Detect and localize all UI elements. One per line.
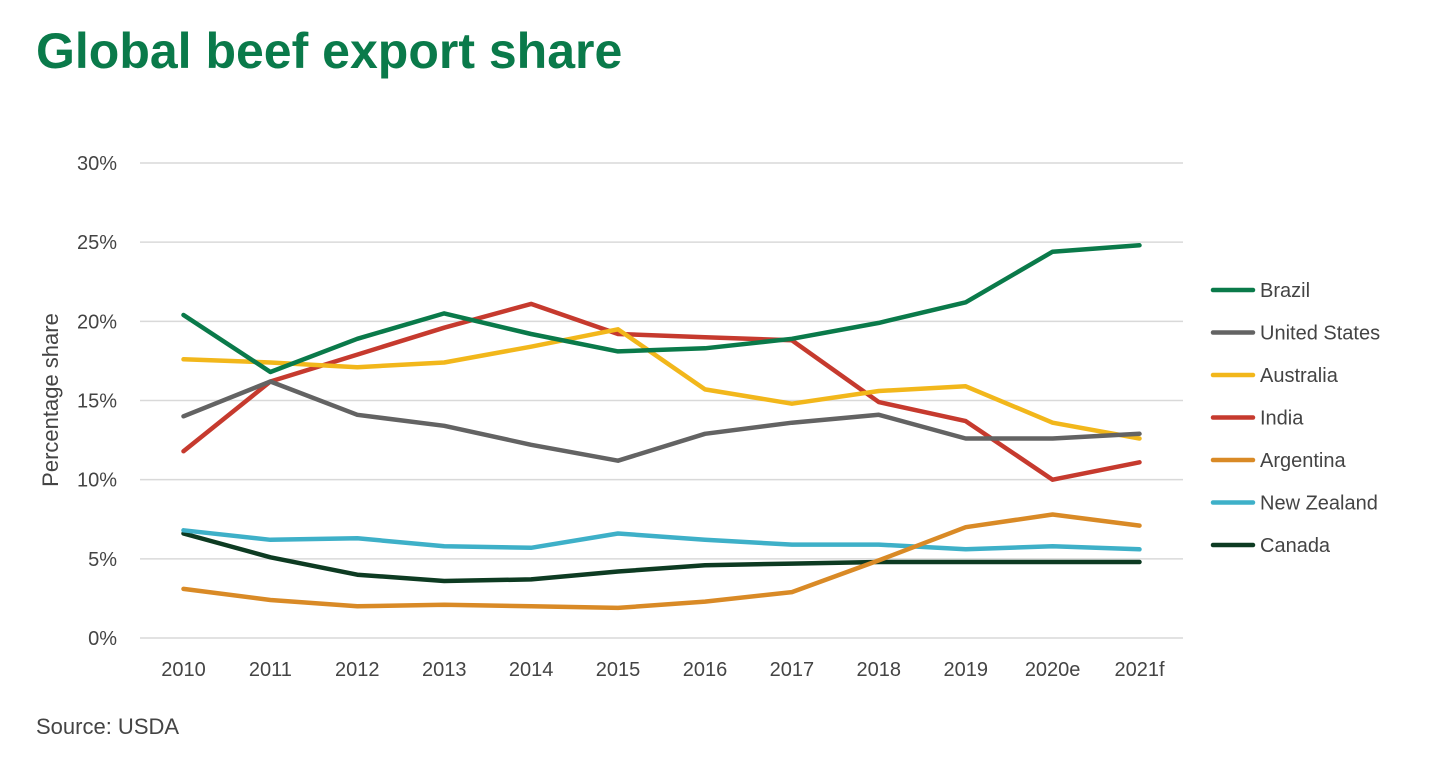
x-tick-label: 2017: [770, 659, 815, 681]
x-tick-label: 2013: [422, 659, 467, 681]
source-note: Source: USDA: [36, 714, 180, 739]
legend-label-canada: Canada: [1260, 535, 1331, 557]
line-chart: 0% 5% 10% 15% 20% 25% 30% 2010 2011 2012 2013 2014…: [38, 153, 1380, 681]
legend-label-brazil: Brazil: [1260, 280, 1310, 302]
x-axis-tick-labels: 2010 2011 2012 2013 2014 2015 2016 2017 2018 2019…: [161, 659, 1165, 681]
y-tick-label: 15%: [77, 391, 117, 413]
series-line-australia: [181, 327, 1142, 441]
series-line-united-states: [181, 379, 1142, 463]
x-tick-label: 2018: [857, 659, 902, 681]
x-tick-label: 2021f: [1115, 659, 1165, 681]
series-line-argentina: [181, 512, 1142, 611]
x-tick-label: 2011: [249, 659, 292, 681]
x-tick-label: 2014: [509, 659, 554, 681]
chart-title: Global beef export share: [36, 23, 623, 79]
legend-label-argentina: Argentina: [1260, 450, 1346, 472]
y-axis-title: Percentage share: [38, 313, 63, 487]
series-line-india: [181, 301, 1142, 482]
series-lines: [181, 243, 1142, 611]
x-tick-label: 2015: [596, 659, 641, 681]
y-tick-label: 25%: [77, 232, 117, 254]
legend-label-australia: Australia: [1260, 365, 1339, 387]
y-tick-label: 5%: [88, 549, 117, 571]
x-tick-label: 2012: [335, 659, 380, 681]
y-tick-label: 30%: [77, 153, 117, 175]
x-tick-label: 2016: [683, 659, 728, 681]
x-tick-label: 2019: [943, 659, 988, 681]
series-line-new-zealand: [181, 528, 1142, 552]
legend-label-united-states: United States: [1260, 323, 1380, 345]
y-tick-label: 20%: [77, 311, 117, 333]
legend-label-india: India: [1260, 408, 1304, 430]
series-line-canada: [181, 531, 1142, 584]
x-tick-label: 2010: [161, 659, 206, 681]
y-tick-label: 0%: [88, 628, 117, 650]
series-line-brazil: [181, 243, 1142, 375]
legend-label-new-zealand: New Zealand: [1260, 493, 1378, 515]
y-axis-tick-labels: 0% 5% 10% 15% 20% 25% 30%: [77, 153, 117, 650]
x-tick-label: 2020e: [1025, 659, 1081, 681]
y-tick-label: 10%: [77, 470, 117, 492]
legend: Brazil United States Australia India Argenti…: [1210, 280, 1380, 557]
